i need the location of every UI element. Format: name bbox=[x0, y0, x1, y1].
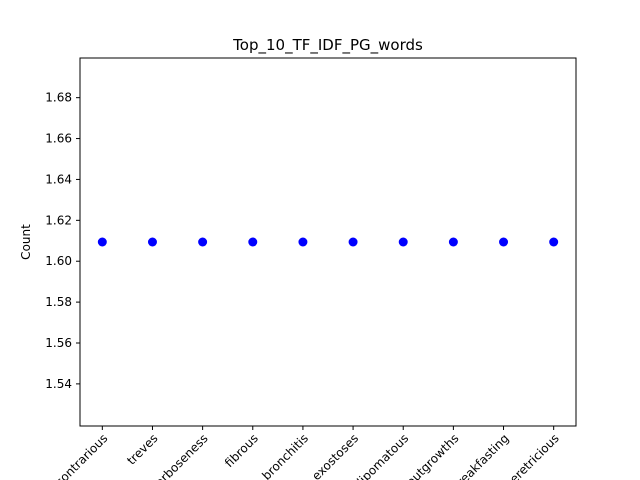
y-tick-label: 1.64 bbox=[45, 172, 72, 186]
x-tick-label: treves bbox=[124, 431, 160, 467]
data-point bbox=[298, 237, 308, 247]
plot-area bbox=[79, 57, 577, 427]
x-tick-label: contrarious bbox=[52, 431, 110, 480]
data-point bbox=[448, 237, 458, 247]
x-tick-label: fibrous bbox=[222, 431, 261, 470]
data-point bbox=[398, 237, 408, 247]
x-tick-label: exostoses bbox=[309, 431, 361, 480]
y-axis-label: Count bbox=[19, 224, 33, 260]
y-tick-label: 1.58 bbox=[45, 295, 72, 309]
data-point bbox=[499, 237, 509, 247]
x-tick-label: bronchitis bbox=[259, 431, 311, 480]
y-tick-label: 1.62 bbox=[45, 213, 72, 227]
y-tick-label: 1.60 bbox=[45, 254, 72, 268]
data-point bbox=[147, 237, 157, 247]
data-point bbox=[549, 237, 559, 247]
y-tick-label: 1.66 bbox=[45, 132, 72, 146]
data-point bbox=[348, 237, 358, 247]
y-tick-label: 1.56 bbox=[45, 336, 72, 350]
data-point bbox=[248, 237, 258, 247]
x-tick-label: outgrowths bbox=[404, 431, 462, 480]
data-point bbox=[97, 237, 107, 247]
x-tick-label: lipomatous bbox=[354, 431, 411, 480]
y-axis: 1.54 1.56 1.58 1.60 1.62 1.64 1.66 1.68 bbox=[45, 91, 80, 391]
data-point bbox=[198, 237, 208, 247]
data-points bbox=[97, 237, 559, 247]
y-tick-label: 1.68 bbox=[45, 91, 72, 105]
y-tick-label: 1.54 bbox=[45, 377, 72, 391]
chart-title: Top_10_TF_IDF_PG_words bbox=[232, 36, 423, 55]
